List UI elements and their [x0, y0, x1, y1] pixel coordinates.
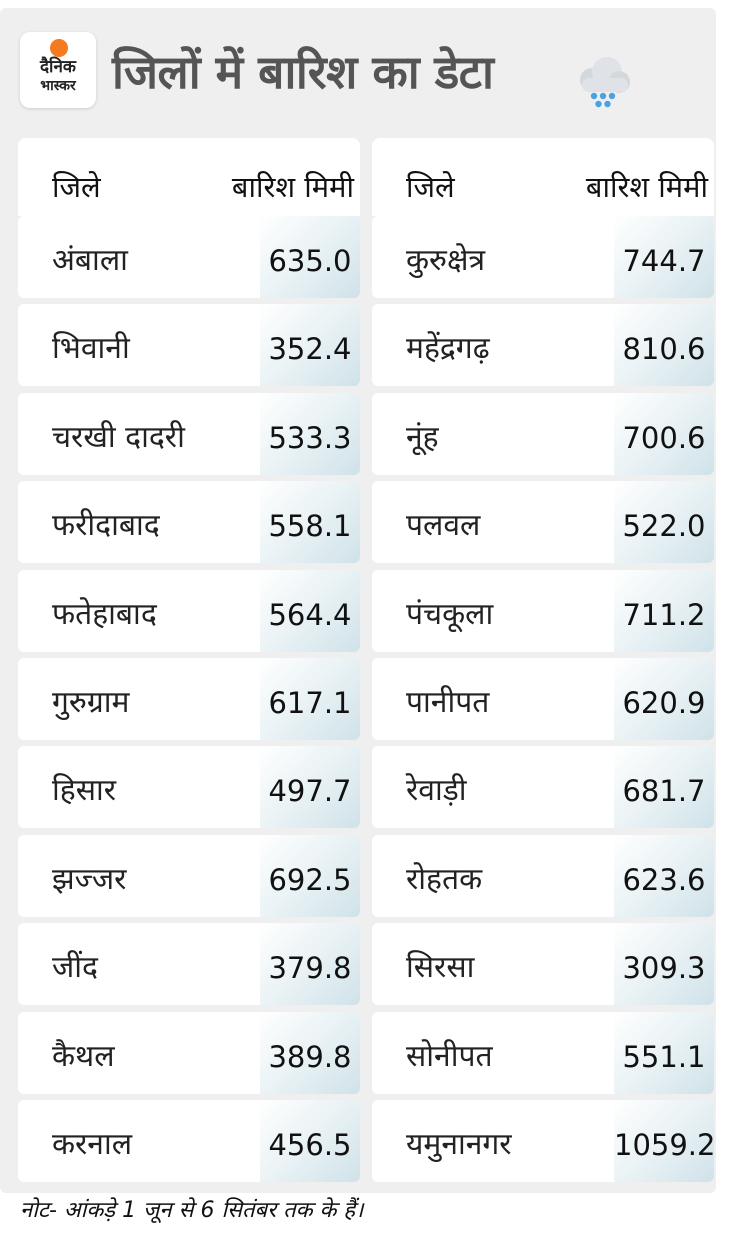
table-row: कैथल 389.8	[18, 1011, 360, 1094]
rainfall-value: 1059.2	[614, 1099, 714, 1182]
rainfall-value: 456.5	[260, 1099, 360, 1182]
footnote: नोट- आंकड़े 1 जून से 6 सितंबर तक के हैं।	[20, 1198, 364, 1223]
table-row: रोहतक 623.6	[372, 834, 714, 917]
rainfall-value: 810.6	[614, 304, 714, 387]
sun-icon	[50, 39, 68, 57]
table-row: फरीदाबाद 558.1	[18, 481, 360, 564]
district-name: यमुनानगर	[406, 1126, 512, 1162]
logo-line-2: भास्कर	[40, 78, 76, 94]
dainik-bhaskar-logo: दैनिक भास्कर	[20, 32, 96, 108]
district-name: सोनीपत	[406, 1038, 493, 1074]
table-row: सोनीपत 551.1	[372, 1011, 714, 1094]
right-table: जिले बारिश मिमी कुरुक्षेत्र 744.7 महेंद्र…	[372, 138, 714, 1188]
district-column-header: जिले	[406, 170, 455, 204]
district-name: फरीदाबाद	[52, 508, 160, 544]
rainfall-value: 744.7	[614, 216, 714, 298]
district-name: पंचकूला	[406, 596, 494, 632]
table-row: गुरुग्राम 617.1	[18, 657, 360, 740]
district-column-header: जिले	[52, 170, 101, 204]
rainfall-value: 309.3	[614, 923, 714, 1006]
district-name: रेवाड़ी	[406, 773, 467, 809]
rainfall-value: 620.9	[614, 657, 714, 740]
table-row: कुरुक्षेत्र 744.7	[372, 216, 714, 298]
rainfall-value: 692.5	[260, 834, 360, 917]
district-name: कुरुक्षेत्र	[406, 243, 486, 278]
table-row: महेंद्रगढ़ 810.6	[372, 304, 714, 387]
page-title: जिलों में बारिश का डेटा	[112, 45, 494, 99]
district-name: रोहतक	[406, 861, 483, 897]
rainfall-value: 551.1	[614, 1011, 714, 1094]
district-name: झज्जर	[52, 861, 127, 897]
table-row: रेवाड़ी 681.7	[372, 746, 714, 829]
table-row: हिसार 497.7	[18, 746, 360, 829]
table-row: यमुनानगर 1059.2	[372, 1099, 714, 1182]
table-row: नूंह 700.6	[372, 392, 714, 475]
rainfall-value: 389.8	[260, 1011, 360, 1094]
district-name: पलवल	[406, 508, 481, 544]
table-row: पलवल 522.0	[372, 481, 714, 564]
district-name: चरखी दादरी	[52, 419, 185, 455]
district-name: भिवानी	[52, 331, 130, 367]
district-name: महेंद्रगढ़	[406, 331, 490, 367]
table-row: फतेहाबाद 564.4	[18, 569, 360, 652]
table-row: जींद 379.8	[18, 923, 360, 1006]
table-row: अंबाला 635.0	[18, 216, 360, 298]
table-header: जिले बारिश मिमी	[372, 138, 714, 216]
logo-line-1: दैनिक	[40, 57, 76, 77]
table-row: पानीपत 620.9	[372, 657, 714, 740]
table-row: सिरसा 309.3	[372, 923, 714, 1006]
rainfall-value: 711.2	[614, 569, 714, 652]
table-row: झज्जर 692.5	[18, 834, 360, 917]
rainfall-column-header: बारिश मिमी	[585, 170, 708, 204]
rainfall-value: 635.0	[260, 216, 360, 298]
rainfall-value: 558.1	[260, 481, 360, 564]
left-table: जिले बारिश मिमी अंबाला 635.0 भिवानी 352.4 …	[18, 138, 360, 1188]
rainfall-value: 497.7	[260, 746, 360, 829]
district-name: पानीपत	[406, 684, 490, 720]
district-name: सिरसा	[406, 950, 475, 986]
rainfall-value: 564.4	[260, 569, 360, 652]
table-row: भिवानी 352.4	[18, 304, 360, 387]
infographic-panel: दैनिक भास्कर जिलों में बारिश का डेटा जिल…	[0, 8, 716, 1193]
table-row: पंचकूला 711.2	[372, 569, 714, 652]
rainfall-value: 700.6	[614, 392, 714, 475]
table-row: चरखी दादरी 533.3	[18, 392, 360, 475]
district-name: गुरुग्राम	[52, 684, 130, 720]
district-name: नूंह	[406, 419, 439, 455]
rain-cloud-icon	[580, 57, 630, 108]
rainfall-column-header: बारिश मिमी	[231, 170, 354, 204]
rainfall-value: 352.4	[260, 304, 360, 387]
rainfall-value: 617.1	[260, 657, 360, 740]
rainfall-value: 681.7	[614, 746, 714, 829]
district-name: फतेहाबाद	[52, 596, 157, 632]
rainfall-value: 533.3	[260, 392, 360, 475]
table-header: जिले बारिश मिमी	[18, 138, 360, 216]
rainfall-value: 379.8	[260, 923, 360, 1006]
rainfall-value: 623.6	[614, 834, 714, 917]
district-name: जींद	[52, 950, 98, 986]
district-name: कैथल	[52, 1038, 115, 1074]
district-name: करनाल	[52, 1126, 133, 1162]
district-name: अंबाला	[52, 243, 128, 278]
district-name: हिसार	[52, 773, 117, 809]
table-row: करनाल 456.5	[18, 1099, 360, 1182]
rainfall-value: 522.0	[614, 481, 714, 564]
